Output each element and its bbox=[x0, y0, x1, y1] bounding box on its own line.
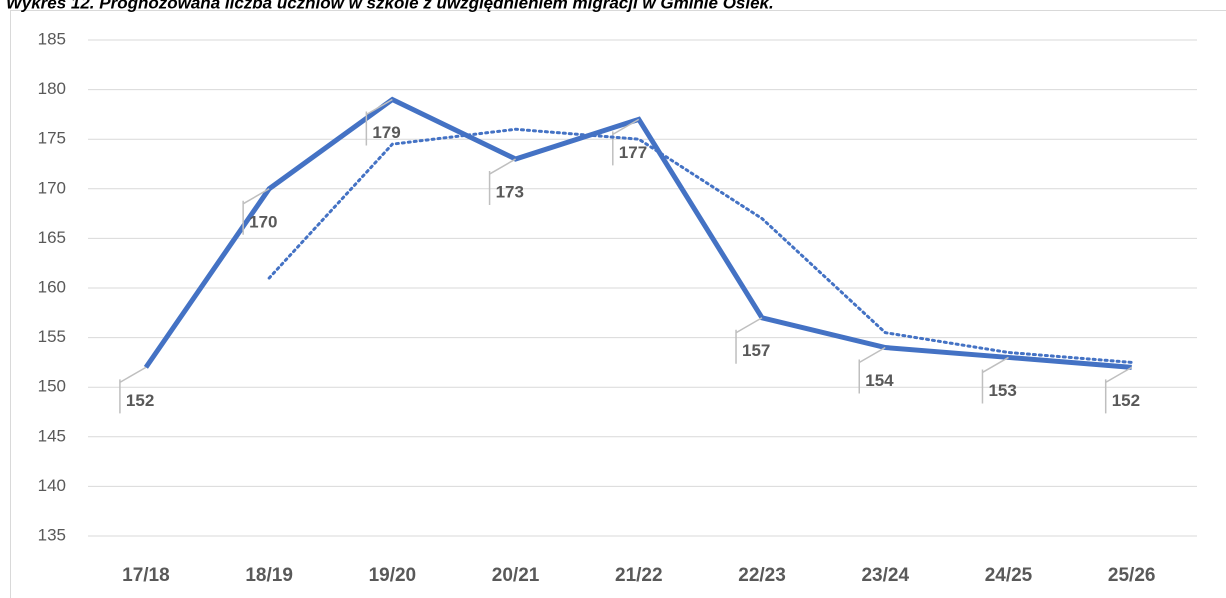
leader-line bbox=[488, 158, 516, 206]
chart-frame bbox=[10, 10, 1226, 598]
x-tick-label: 19/20 bbox=[369, 565, 417, 586]
x-tick-label: 22/23 bbox=[738, 565, 786, 586]
y-tick-label: 185 bbox=[38, 29, 66, 48]
y-tick-label: 150 bbox=[38, 377, 66, 396]
leader-line bbox=[981, 356, 1009, 404]
data-label: 152 bbox=[126, 391, 154, 410]
leader-line bbox=[1104, 366, 1133, 414]
trend-line bbox=[267, 127, 1134, 364]
data-label: 173 bbox=[496, 183, 524, 202]
y-tick-label: 135 bbox=[38, 525, 66, 544]
leader-line bbox=[119, 366, 147, 414]
x-tick-label: 25/26 bbox=[1108, 565, 1156, 586]
x-tick-label: 23/24 bbox=[861, 565, 909, 586]
data-label: 170 bbox=[249, 212, 277, 231]
y-tick-label: 165 bbox=[38, 228, 66, 247]
y-tick-label: 155 bbox=[38, 327, 66, 346]
y-tick-label: 160 bbox=[38, 277, 66, 296]
y-tick-label: 170 bbox=[38, 178, 66, 197]
data-label: 152 bbox=[1112, 391, 1140, 410]
leader-line bbox=[858, 346, 886, 394]
x-tick-label: 17/18 bbox=[122, 565, 170, 586]
data-label: 179 bbox=[372, 123, 400, 142]
data-label: 177 bbox=[619, 143, 647, 162]
y-tick-label: 140 bbox=[38, 476, 66, 495]
y-tick-label: 180 bbox=[38, 79, 66, 98]
data-label: 154 bbox=[865, 371, 894, 390]
y-tick-label: 175 bbox=[38, 129, 66, 148]
chart-title: Wykres 12. Prognozowana liczba uczniów w… bbox=[6, 0, 774, 12]
x-tick-label: 24/25 bbox=[985, 565, 1033, 586]
y-tick-label: 145 bbox=[38, 426, 66, 445]
x-tick-label: 20/21 bbox=[492, 565, 540, 586]
leader-line bbox=[242, 188, 270, 235]
leader-line bbox=[735, 317, 763, 364]
x-tick-label: 18/19 bbox=[245, 565, 293, 586]
leader-line bbox=[365, 98, 393, 146]
data-label: 157 bbox=[742, 341, 770, 360]
x-tick-label: 21/22 bbox=[615, 565, 663, 586]
data-label: 153 bbox=[988, 381, 1016, 400]
